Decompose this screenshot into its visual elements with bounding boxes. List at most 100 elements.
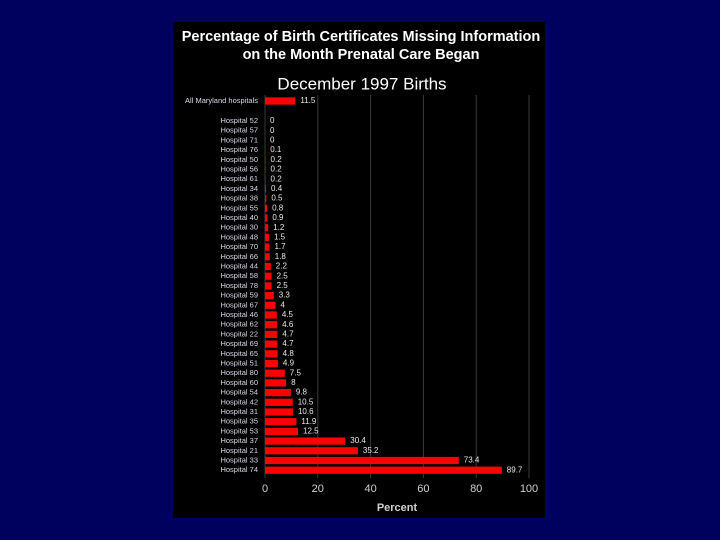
data-label: 11.9	[301, 417, 317, 426]
bar	[265, 389, 291, 397]
y-tick-label: Hospital 52	[220, 116, 258, 125]
data-label: 10.6	[298, 407, 314, 416]
bar	[265, 456, 459, 465]
x-tick-label: 60	[417, 483, 429, 495]
y-tick-label: Hospital 57	[220, 126, 258, 135]
bar	[265, 418, 297, 426]
data-label: 4.7	[282, 330, 294, 339]
data-label: 4.9	[283, 359, 295, 368]
data-label: 0.2	[271, 174, 283, 183]
y-tick-label: Hospital 46	[220, 310, 258, 319]
data-label: 30.4	[350, 436, 366, 445]
chart-title: Percentage of Birth Certificates Missing…	[181, 29, 541, 63]
bar	[265, 321, 278, 329]
bar	[265, 437, 346, 445]
y-tick-label: Hospital 65	[220, 349, 258, 358]
data-label: 1.5	[274, 233, 286, 242]
data-label: 1.2	[273, 223, 285, 232]
data-label: 35.2	[363, 446, 379, 455]
y-tick-label: Hospital 42	[220, 397, 258, 406]
bar	[265, 156, 266, 164]
bar	[265, 243, 270, 251]
y-tick-label: Hospital 58	[220, 271, 258, 280]
y-tick-label: Hospital 71	[220, 135, 258, 144]
bar	[265, 330, 278, 338]
data-label: 0	[270, 116, 275, 125]
bar	[265, 233, 269, 241]
y-tick-label: Hospital 34	[220, 184, 258, 193]
y-tick-label: Hospital 37	[220, 436, 258, 445]
y-tick-label: Hospital 30	[220, 223, 258, 232]
data-label: 7.5	[290, 368, 302, 377]
y-tick-label: Hospital 80	[220, 368, 258, 377]
data-label: 0.9	[272, 213, 284, 222]
bar	[265, 340, 278, 348]
data-label: 1.8	[275, 252, 287, 261]
data-label: 2.2	[276, 262, 288, 271]
data-label: 0.2	[271, 155, 283, 164]
data-label: 0.1	[270, 145, 282, 154]
y-tick-label: Hospital 78	[220, 281, 258, 290]
bar	[265, 427, 298, 435]
data-label: 9.8	[296, 388, 308, 397]
y-tick-label: Hospital 22	[220, 329, 258, 338]
y-tick-label: Hospital 67	[220, 300, 258, 309]
y-tick-label: Hospital 38	[220, 194, 258, 203]
x-tick-label: 0	[262, 483, 268, 495]
bar	[265, 379, 287, 387]
y-tick-label: Hospital 53	[220, 426, 258, 435]
x-tick-label: 80	[470, 483, 482, 495]
y-tick-label: Hospital 76	[220, 145, 258, 154]
bar	[265, 224, 269, 232]
data-label: 89.7	[507, 465, 523, 474]
y-tick-label: Hospital 66	[220, 252, 258, 261]
y-tick-label: All Maryland hospitals	[185, 96, 258, 105]
y-tick-label: Hospital 33	[220, 455, 258, 464]
bar	[265, 350, 278, 358]
y-tick-label: Hospital 40	[220, 213, 258, 222]
y-tick-label: Hospital 50	[220, 155, 258, 164]
data-label: 0.8	[272, 203, 284, 212]
bar	[265, 408, 293, 416]
y-tick-label: Hospital 21	[220, 446, 258, 455]
y-tick-label: Hospital 70	[220, 242, 258, 251]
bar	[265, 272, 272, 280]
data-label: 0	[270, 136, 275, 145]
chart-subtitle: December 1997 Births	[277, 74, 446, 93]
y-tick-label: Hospital 55	[220, 203, 258, 212]
bar	[265, 214, 268, 222]
bar	[265, 369, 285, 377]
x-tick-label: 40	[364, 483, 376, 495]
y-tick-label: Hospital 48	[220, 232, 258, 241]
title-box: Percentage of Birth Certificates Missing…	[181, 29, 541, 63]
y-tick-label: Hospital 56	[220, 164, 258, 173]
bar	[265, 165, 266, 174]
y-tick-label: Hospital 62	[220, 320, 258, 329]
data-label: 4.8	[283, 349, 295, 358]
bar	[265, 359, 278, 368]
bar	[265, 175, 266, 183]
y-tick-label: Hospital 69	[220, 339, 258, 348]
y-tick-label: Hospital 51	[220, 358, 258, 367]
y-tick-label: Hospital 31	[220, 407, 258, 416]
bar	[265, 185, 267, 193]
x-tick-label: 20	[312, 483, 324, 495]
bar	[265, 398, 293, 406]
data-label: 8	[291, 378, 296, 387]
y-tick-label: Hospital 59	[220, 291, 258, 300]
y-tick-label: Hospital 44	[220, 261, 258, 270]
data-label: 2.5	[277, 271, 289, 280]
bar	[265, 253, 270, 261]
y-tick-label: Hospital 60	[220, 378, 258, 387]
bar	[265, 282, 272, 290]
y-tick-label: Hospital 74	[220, 465, 258, 474]
data-label: 73.4	[464, 456, 480, 465]
data-label: 3.3	[279, 291, 291, 300]
bar	[265, 204, 268, 212]
data-label: 0.5	[271, 194, 283, 203]
y-tick-label: Hospital 61	[220, 174, 258, 183]
bar	[265, 262, 271, 271]
bar	[265, 301, 276, 309]
data-label: 4.7	[282, 339, 294, 348]
